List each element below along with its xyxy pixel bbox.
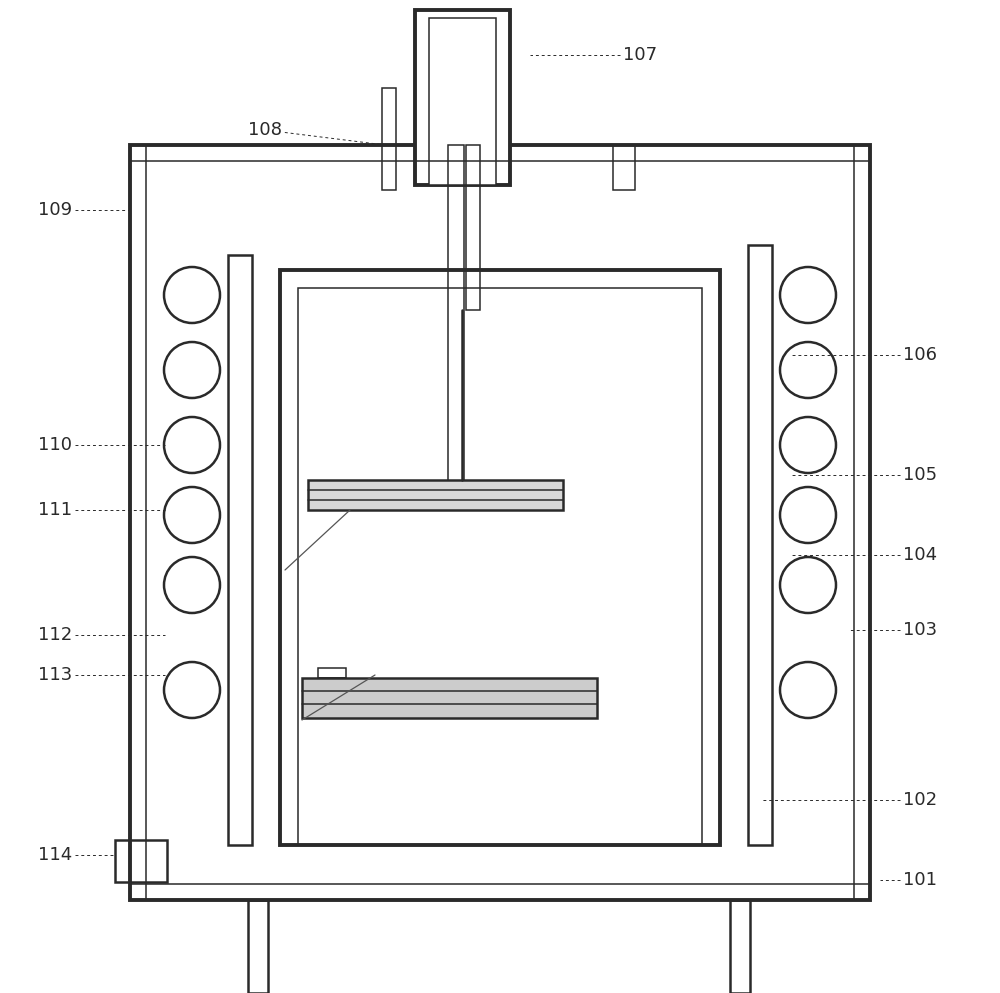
- Text: 103: 103: [903, 621, 937, 639]
- Bar: [466, 145, 480, 310]
- Text: 104: 104: [903, 546, 937, 564]
- Text: 113: 113: [38, 666, 72, 684]
- Bar: [429, 18, 496, 185]
- Text: 110: 110: [38, 436, 72, 454]
- Text: 105: 105: [903, 466, 937, 484]
- Bar: [115, 840, 167, 882]
- Text: 109: 109: [38, 201, 72, 219]
- Bar: [448, 145, 464, 500]
- Bar: [748, 245, 772, 845]
- Bar: [318, 668, 346, 678]
- Text: 111: 111: [38, 501, 72, 519]
- Bar: [382, 88, 396, 190]
- Bar: [130, 145, 870, 900]
- Text: 108: 108: [248, 121, 282, 139]
- Text: 112: 112: [38, 626, 72, 644]
- Bar: [308, 480, 563, 510]
- Text: 106: 106: [903, 346, 937, 364]
- Text: 114: 114: [38, 846, 72, 864]
- Bar: [298, 288, 702, 845]
- Bar: [248, 900, 268, 993]
- Bar: [280, 270, 720, 845]
- Bar: [730, 900, 750, 993]
- Bar: [613, 145, 635, 190]
- Bar: [415, 10, 510, 185]
- Text: 101: 101: [903, 871, 937, 889]
- Text: 107: 107: [623, 46, 657, 64]
- Bar: [302, 678, 597, 718]
- Bar: [228, 255, 252, 845]
- Text: 102: 102: [903, 791, 937, 809]
